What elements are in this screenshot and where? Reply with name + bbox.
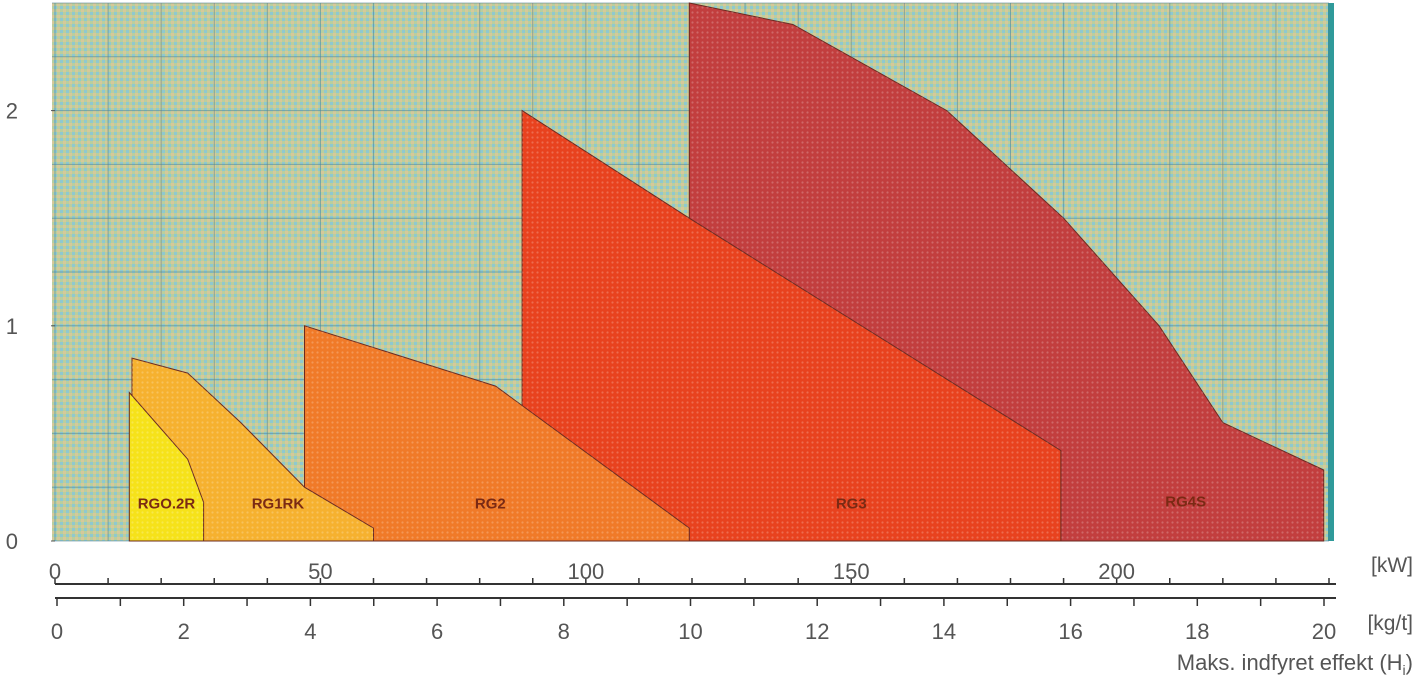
y-tick-label: 2 — [6, 99, 18, 124]
series-label: RG4S — [1165, 494, 1206, 511]
area-texture-rgo-2r — [129, 392, 204, 541]
kgt-tick-label: 14 — [932, 619, 956, 644]
x-axis-title: Maks. indfyret effekt (Hi) — [1177, 650, 1413, 676]
kgt-tick-label: 2 — [178, 619, 190, 644]
kgt-tick-label: 8 — [558, 619, 570, 644]
x-axis-kgt: 0 2 4 6 8 10 12 14 16 18 20 — [51, 597, 1336, 644]
kw-tick-label: 100 — [567, 559, 604, 584]
series-label: RG2 — [475, 496, 506, 513]
kgt-tick-label: 18 — [1185, 619, 1209, 644]
y-axis: 0 1 2 — [6, 99, 55, 554]
kw-tick-label: 150 — [833, 559, 870, 584]
x-axis-title-subscript: i — [1403, 662, 1406, 676]
series-label: RG3 — [836, 496, 867, 513]
series-label: RG1RK — [252, 496, 305, 513]
kgt-tick-label: 4 — [304, 619, 316, 644]
kgt-tick-label: 10 — [678, 619, 702, 644]
x-axis-unit-kgt: [kg/t] — [1367, 612, 1413, 635]
x-axis-kw: 0 50 100 150 200 — [49, 559, 1336, 585]
plot-right-edge — [1328, 3, 1334, 541]
kw-tick-label: 0 — [49, 559, 61, 584]
y-tick-label: 1 — [6, 314, 18, 339]
series-labels: RGO.2R RG1RK RG2 RG3 RG4S — [138, 494, 1206, 513]
x-axis-unit-kw: [kW] — [1371, 554, 1413, 577]
kw-tick-label: 50 — [308, 559, 332, 584]
y-tick-label: 0 — [6, 529, 18, 554]
kgt-tick-label: 12 — [805, 619, 829, 644]
kgt-tick-label: 20 — [1312, 619, 1336, 644]
series-areas — [128, 2, 1325, 542]
area-texture-rg3 — [522, 110, 1061, 541]
area-texture-rg2 — [304, 325, 690, 541]
kw-tick-label: 200 — [1098, 559, 1135, 584]
kgt-tick-label: 16 — [1058, 619, 1082, 644]
kgt-tick-label: 0 — [51, 619, 63, 644]
kgt-tick-label: 6 — [431, 619, 443, 644]
plot-area: RGO.2R RG1RK RG2 RG3 RG4S — [52, 2, 1334, 542]
series-label: RGO.2R — [138, 496, 196, 513]
